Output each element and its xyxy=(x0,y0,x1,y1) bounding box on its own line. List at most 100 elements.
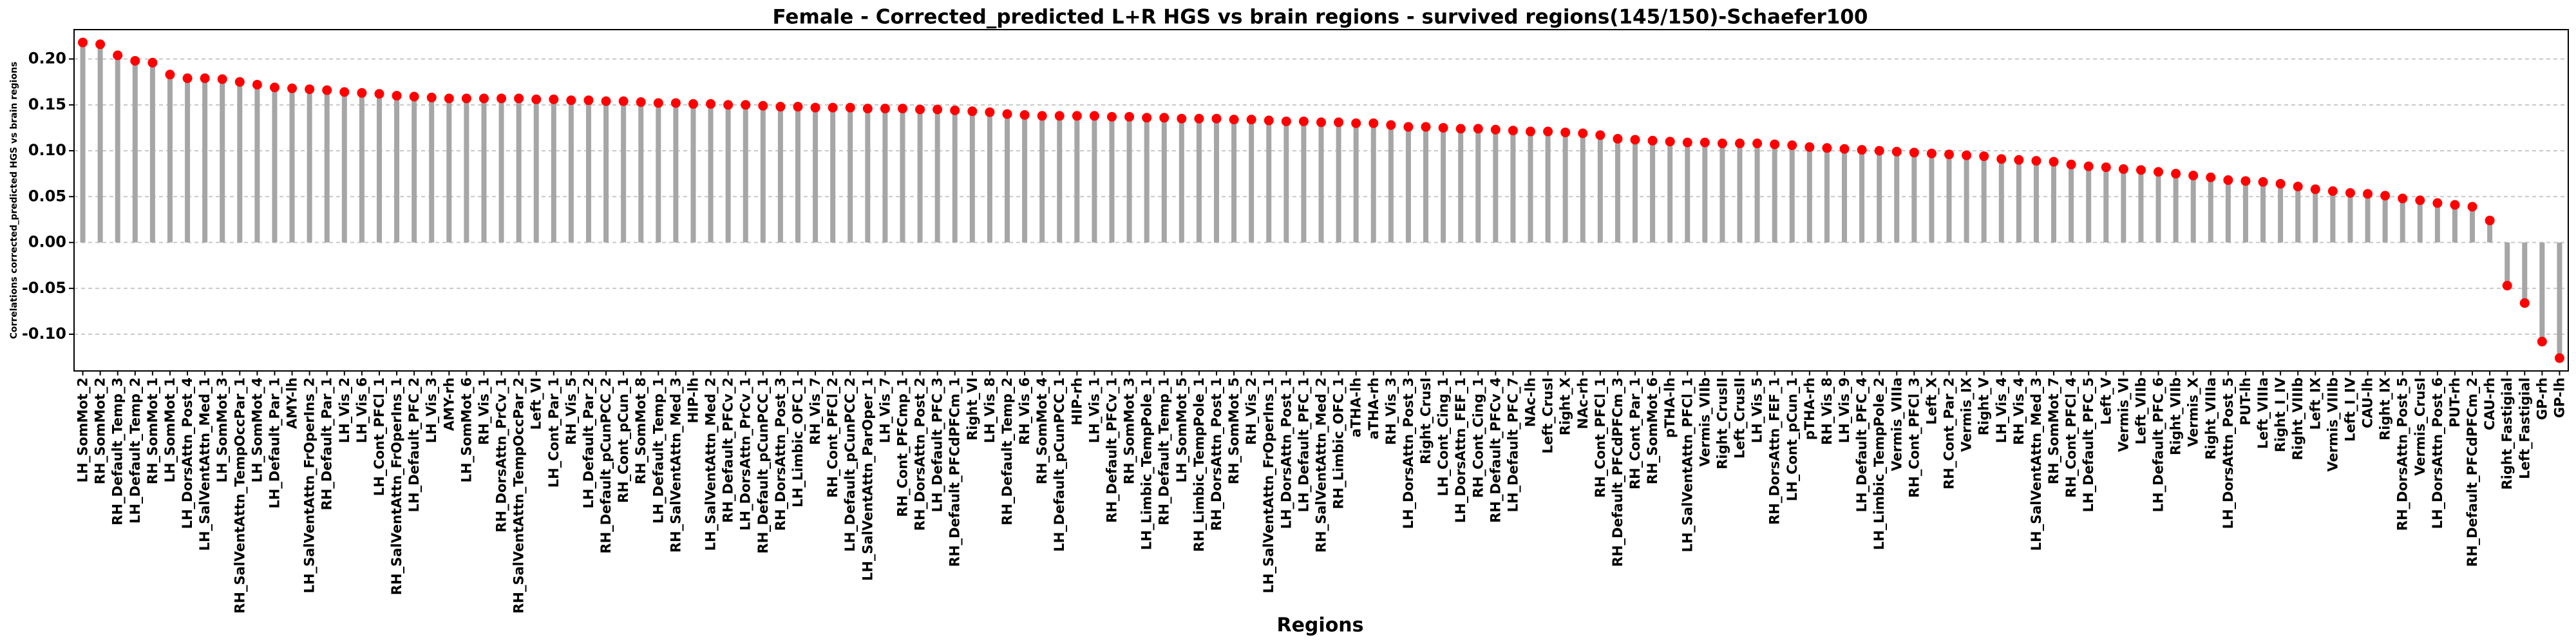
x-tick-label: LH_SalVentAttn_FrOperIns_2 xyxy=(302,377,317,593)
x-tick-label: Vermis_CrusI xyxy=(2412,377,2428,476)
x-tick-label: Left_CrusII xyxy=(1732,377,1748,459)
x-tick-label: LH_Default_PFC_4 xyxy=(1854,377,1870,512)
x-tick-label: LH_DorsAttn_Post_5 xyxy=(2221,377,2236,529)
marker xyxy=(1543,126,1553,137)
marker xyxy=(165,70,175,80)
x-tick-label: RH_Vis_7 xyxy=(808,377,823,445)
x-tick-label: LH_Cont_PFCl_1 xyxy=(372,377,387,496)
marker xyxy=(426,92,437,102)
x-tick-label: Right_VIIIb xyxy=(2290,377,2306,460)
x-tick-label: RH_Default_Temp_1 xyxy=(1157,377,1172,526)
marker xyxy=(618,96,629,106)
marker xyxy=(2450,200,2460,210)
x-tick-label: RH_SalVentAttn_TempOccPar_2 xyxy=(511,377,527,614)
marker xyxy=(1054,111,1065,121)
x-tick-label: RH_Default_Temp_3 xyxy=(110,377,126,526)
marker xyxy=(1717,138,1727,149)
marker xyxy=(2136,165,2146,175)
x-tick-label: LH_Cont_Cing_1 xyxy=(1435,377,1451,497)
x-tick-label: RH_SomMot_1 xyxy=(145,377,160,484)
marker xyxy=(915,104,925,115)
x-tick-label: LH_SomMot_5 xyxy=(1174,377,1189,482)
x-tick-label: RH_SomMot_3 xyxy=(1122,377,1137,484)
marker xyxy=(1891,146,1902,156)
marker xyxy=(1770,139,1780,149)
x-axis-label: Regions xyxy=(1276,614,1363,637)
x-tick-label: RH_DorsAttn_Post_5 xyxy=(2395,377,2410,531)
marker xyxy=(1351,118,1361,128)
x-tick-label: RH_SalVentAttn_TempOccPar_1 xyxy=(232,377,247,614)
x-tick-label: LH_Default_Par_1 xyxy=(267,377,282,509)
marker xyxy=(1630,135,1640,145)
x-tick-label: Left_Fastigial xyxy=(2517,377,2532,479)
marker xyxy=(322,85,332,95)
x-tick-label: Left_V xyxy=(2098,377,2114,424)
marker xyxy=(1926,148,1937,158)
marker xyxy=(2554,353,2564,363)
x-tick-label: LH_SomMot_2 xyxy=(75,377,91,482)
x-tick-label: LH_Cont_Par_1 xyxy=(546,377,562,488)
marker xyxy=(392,91,402,101)
marker xyxy=(723,100,734,110)
x-tick-label: RH_SomMot_5 xyxy=(1226,377,1242,484)
x-tick-label: RH_DorsAttn_PrCv_1 xyxy=(494,377,509,533)
plot-frame xyxy=(73,29,2569,372)
x-tick-label: LH_DorsAttn_Post_3 xyxy=(1401,377,1416,529)
x-tick-label: Right_VI xyxy=(965,377,980,440)
marker xyxy=(2537,336,2547,346)
marker xyxy=(2293,182,2303,192)
y-tick-label: 0.15 xyxy=(28,95,66,113)
x-tick-label: RH_SomMot_7 xyxy=(2046,377,2061,484)
marker xyxy=(409,91,419,102)
x-tick-label: RH_Vis_3 xyxy=(1383,377,1399,445)
x-tick-label: LH_Default_PFC_2 xyxy=(406,377,422,512)
x-tick-label: RH_Default_PFCv_1 xyxy=(1104,377,1119,523)
marker xyxy=(758,100,768,111)
x-tick-label: PUT-rh xyxy=(2447,377,2463,428)
marker xyxy=(1002,109,1012,119)
marker xyxy=(95,39,106,50)
marker xyxy=(1996,154,2007,164)
marker xyxy=(357,88,367,98)
x-tick-label: LH_Vis_6 xyxy=(354,377,370,443)
x-tick-label: Left_X xyxy=(1924,377,1939,425)
marker xyxy=(1211,113,1222,124)
marker xyxy=(2519,298,2530,308)
marker xyxy=(374,89,384,99)
marker xyxy=(1979,151,1989,162)
marker xyxy=(933,104,943,115)
x-tick-label: LH_Default_PFC_3 xyxy=(930,377,945,512)
marker xyxy=(1787,140,1797,151)
marker xyxy=(1177,113,1187,124)
y-tick-label: 0.20 xyxy=(28,50,66,68)
x-tick-label: HIP-lh xyxy=(685,377,701,423)
marker xyxy=(1386,120,1396,130)
y-tick-label: -0.10 xyxy=(22,325,66,343)
x-tick-label: RH_SalVentAttn_FrOperIns_1 xyxy=(389,377,404,595)
marker xyxy=(1037,111,1047,121)
x-tick-label: RH_Default_PFCdPFCm_2 xyxy=(2465,377,2480,567)
x-tick-label: NAc-lh xyxy=(1523,377,1539,427)
marker xyxy=(1368,118,1379,128)
marker xyxy=(2275,178,2286,189)
x-tick-label: Right_VIIIa xyxy=(2203,377,2219,460)
marker xyxy=(478,93,489,104)
marker xyxy=(2432,198,2443,208)
marker xyxy=(1142,113,1152,123)
marker xyxy=(2240,176,2251,186)
x-tick-label: RH_SalVentAttn_Med_2 xyxy=(1314,377,1329,553)
x-tick-label: LH_SomMot_3 xyxy=(214,377,230,482)
x-tick-label: RH_Default_PFCv_4 xyxy=(1488,377,1503,523)
marker xyxy=(1194,113,1204,124)
marker xyxy=(200,73,210,84)
marker xyxy=(339,87,350,97)
marker xyxy=(2101,162,2111,173)
x-tick-label: RH_Default_Temp_2 xyxy=(999,377,1015,526)
marker xyxy=(2083,161,2094,171)
marker xyxy=(688,99,698,109)
marker xyxy=(810,102,820,113)
marker xyxy=(269,82,279,93)
x-tick-label: LH_Vis_9 xyxy=(1837,377,1852,443)
marker xyxy=(1229,115,1239,125)
x-tick-label: Right_I_IV xyxy=(2273,377,2288,452)
